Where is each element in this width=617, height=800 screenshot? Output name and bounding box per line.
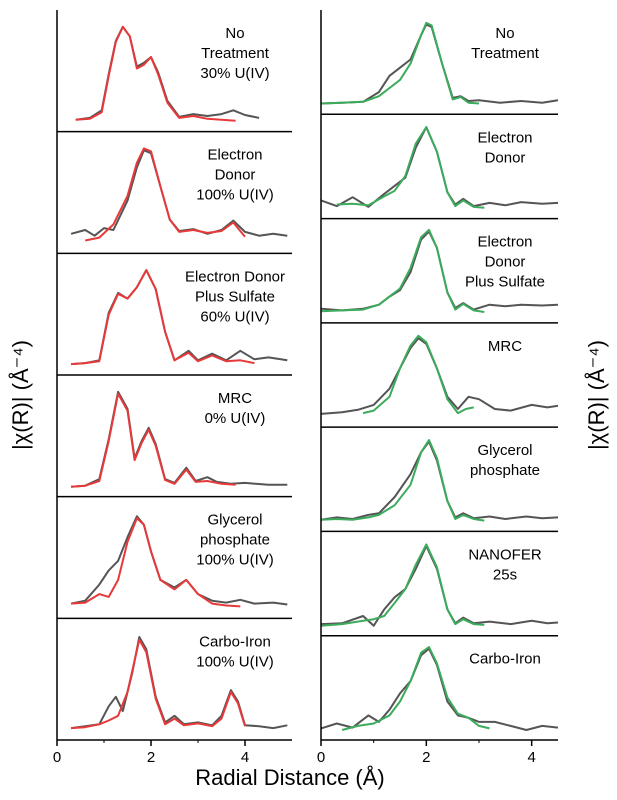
fit-line <box>341 646 490 731</box>
panel-label: MRC <box>488 338 522 355</box>
panel-label: phosphate <box>200 532 270 549</box>
data-line <box>70 636 288 730</box>
panel-label: Carbo-Iron <box>199 633 271 650</box>
panel-label: Electron <box>477 234 532 251</box>
x-tick-label: 0 <box>317 749 325 766</box>
y-axis-label-left: |χ(R)| (Å⁻⁴) <box>8 340 33 450</box>
fit-line <box>71 392 236 488</box>
panel-label: 60% U(IV) <box>200 308 269 325</box>
panel-label: Plus Sulfate <box>465 274 545 291</box>
panel-label: Electron Donor <box>185 268 285 285</box>
panel-label: Electron <box>207 147 262 164</box>
fit-line <box>336 126 485 209</box>
y-axis-label-right: |χ(R)| (Å⁻⁴) <box>584 340 609 450</box>
fit-line <box>71 269 255 366</box>
fit-line <box>320 21 480 105</box>
panel-label: Donor <box>485 149 526 166</box>
left-column: No Treatment 30% U(IV) Electron Donor 100% U(… <box>53 10 292 766</box>
panel-label: Glycerol <box>477 442 532 459</box>
panel-label: MRC <box>218 390 252 407</box>
panel-label: Donor <box>485 254 526 271</box>
panel-label: phosphate <box>470 462 540 479</box>
fit-line <box>84 147 246 242</box>
panel-label: Carbo-Iron <box>469 651 541 668</box>
panel-label: 25s <box>493 566 517 583</box>
panel-label: No <box>225 25 244 42</box>
panel-label: Plus Sulfate <box>195 288 275 305</box>
panel-label: 100% U(IV) <box>196 552 274 569</box>
panel-label: 100% U(IV) <box>196 187 274 204</box>
fit-line <box>75 25 236 122</box>
panel-label: Glycerol <box>207 512 262 529</box>
panel-label: Treatment <box>471 45 540 62</box>
x-tick-label: 0 <box>53 749 61 766</box>
fit-line <box>71 517 241 608</box>
panel-label: Electron <box>477 129 532 146</box>
x-axis-label: Radial Distance (Å) <box>195 765 385 790</box>
panel-label: 0% U(IV) <box>205 410 266 427</box>
panels-layer: No Treatment 30% U(IV) Electron Donor 100% U(… <box>53 10 559 766</box>
panel-label: No <box>495 25 514 42</box>
right-column: No Treatment Electron Donor Electron Donor Plu… <box>317 10 559 766</box>
fit-line <box>320 228 485 313</box>
x-tick-label: 4 <box>527 749 535 766</box>
fit-line <box>362 334 474 415</box>
fit-line <box>320 439 485 522</box>
x-tick-label: 4 <box>241 749 249 766</box>
panel-label: 30% U(IV) <box>200 65 269 82</box>
data-line <box>320 23 559 105</box>
x-tick-label: 2 <box>147 749 155 766</box>
x-tick-label: 2 <box>422 749 430 766</box>
panel-label: NANOFER <box>468 546 542 563</box>
fit-line <box>71 638 246 730</box>
panel-label: 100% U(IV) <box>196 653 274 670</box>
data-line <box>71 390 288 488</box>
panel-label: Donor <box>215 167 256 184</box>
panel-label: Treatment <box>201 45 270 62</box>
fit-line <box>320 543 485 627</box>
